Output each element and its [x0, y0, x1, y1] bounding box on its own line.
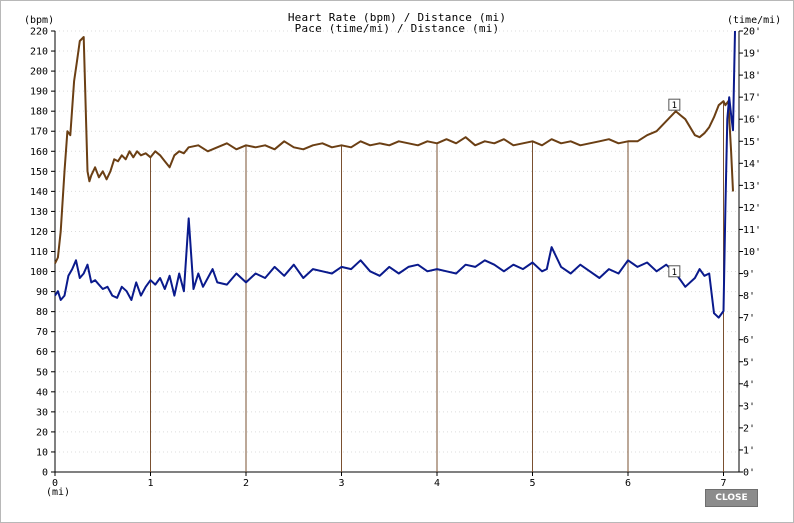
- y-left-tick-label: 60: [36, 347, 48, 358]
- y-right-tick-label: 14': [743, 159, 761, 170]
- x-tick-label: 0: [52, 478, 58, 489]
- y-right-tick-label: 3': [743, 401, 755, 412]
- lap-lines: [150, 101, 724, 472]
- y-right-tick-label: 2': [743, 423, 755, 434]
- axes-layer: [51, 30, 743, 476]
- y-right-tick-label: 4': [743, 379, 755, 390]
- y-left-tick-label: 10: [36, 447, 48, 458]
- y-right-tick-label: 15': [743, 137, 761, 148]
- x-tick-label: 5: [529, 478, 535, 489]
- heart-rate-annotation-label: 1: [672, 101, 677, 111]
- y-left-unit-label: (bpm): [24, 15, 55, 26]
- y-left-tick-label: 200: [30, 67, 48, 78]
- y-left-tick-label: 170: [30, 127, 48, 138]
- y-right-tick-label: 1': [743, 445, 755, 456]
- y-left-tick-label: 100: [30, 267, 48, 278]
- y-left-tick-label: 90: [36, 287, 48, 298]
- y-right-tick-label: 10': [743, 247, 761, 258]
- y-left-tick-label: 50: [36, 367, 48, 378]
- y-left-tick-label: 110: [30, 247, 48, 258]
- y-right-tick-label: 20': [743, 27, 761, 38]
- annotations: 11: [668, 98, 681, 278]
- y-right-tick-label: 12': [743, 203, 761, 214]
- y-left-tick-label: 210: [30, 47, 48, 58]
- y-right-tick-label: 6': [743, 335, 755, 346]
- series-layer: [54, 30, 736, 319]
- y-right-tick-label: 17': [743, 93, 761, 104]
- y-right-tick-label: 11': [743, 225, 761, 236]
- y-right-tick-label: 7': [743, 313, 755, 324]
- x-tick-label: 3: [338, 478, 344, 489]
- y-left-tick-label: 30: [36, 407, 48, 418]
- y-right-tick-label: 5': [743, 357, 755, 368]
- x-unit-label: (mi): [46, 487, 71, 498]
- grid-layer: [55, 30, 739, 473]
- pace-line: [54, 30, 736, 319]
- heart-rate-annotation-box: [668, 98, 681, 111]
- y-left-tick-label: 160: [30, 147, 48, 158]
- y-right-tick-label: 9': [743, 269, 755, 280]
- y-right-unit-label: (time/mi): [727, 15, 782, 26]
- chart-title-heart-rate: Heart Rate (bpm) / Distance (mi): [287, 11, 507, 24]
- y-right-tick-label: 16': [743, 115, 761, 126]
- y-left-tick-label: 180: [30, 107, 48, 118]
- y-right-tick-label: 0': [743, 468, 755, 479]
- y-right-tick-label: 8': [743, 291, 755, 302]
- pace-annotation-label: 1: [672, 268, 677, 278]
- y-left-tick-label: 40: [36, 387, 48, 398]
- x-tick-label: 1: [147, 478, 153, 489]
- y-left-tick-label: 120: [30, 227, 48, 238]
- y-left-tick-label: 0: [42, 468, 48, 479]
- y-left-tick-label: 190: [30, 87, 48, 98]
- chart-title-pace: Pace (time/mi) / Distance (mi): [294, 22, 500, 35]
- x-tick-label: 7: [720, 478, 726, 489]
- y-right-tick-label: 13': [743, 181, 761, 192]
- y-right-tick-label: 18': [743, 71, 761, 82]
- x-tick-label: 6: [625, 478, 631, 489]
- y-right-tick-label: 19': [743, 49, 761, 60]
- y-left-tick-label: 220: [30, 27, 48, 38]
- y-left-tick-label: 130: [30, 207, 48, 218]
- y-left-tick-label: 80: [36, 307, 48, 318]
- x-tick-label: 2: [243, 478, 249, 489]
- close-button[interactable]: CLOSE: [705, 489, 758, 507]
- y-left-tick-label: 140: [30, 187, 48, 198]
- y-left-tick-label: 20: [36, 427, 48, 438]
- heart-rate-line: [54, 36, 734, 264]
- tick-labels: 0102030405060708090100110120130140150160…: [30, 27, 761, 490]
- y-left-tick-label: 150: [30, 167, 48, 178]
- y-left-tick-label: 70: [36, 327, 48, 338]
- x-tick-label: 4: [434, 478, 440, 489]
- pace-annotation-box: [668, 265, 681, 278]
